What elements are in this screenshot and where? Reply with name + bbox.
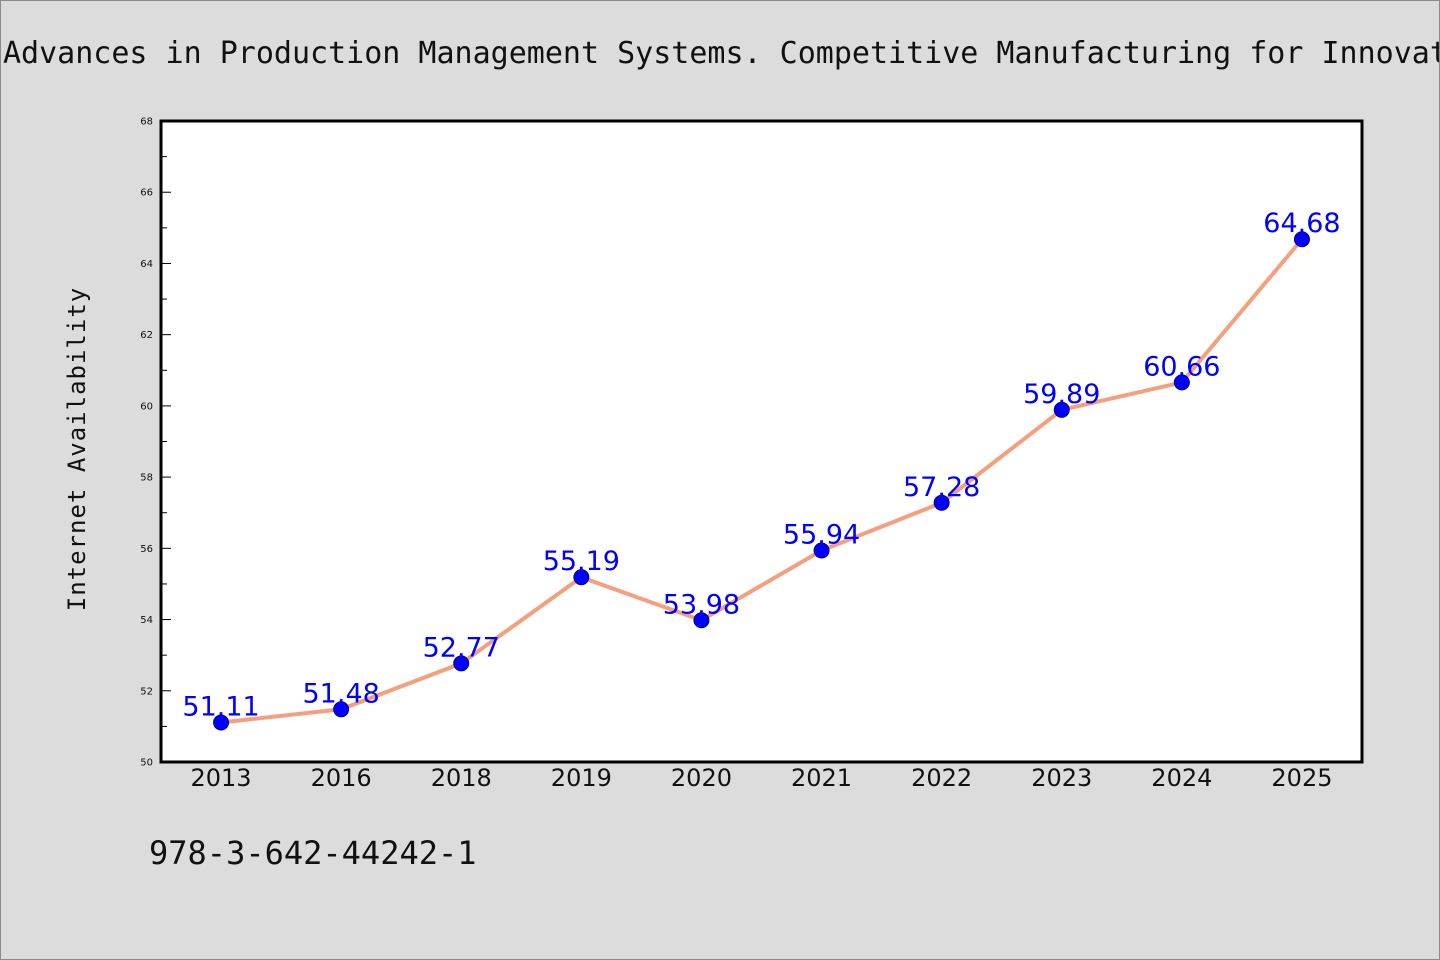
data-point [693,612,710,629]
data-point [1293,231,1310,248]
data-label: 55.94 [783,519,860,550]
x-tick-label: 2018 [431,764,492,792]
y-tick-label: 52 [140,686,153,697]
data-point [213,714,230,731]
data-label: 52.77 [423,632,500,663]
y-tick-label: 58 [140,473,153,484]
x-tick-label: 2025 [1271,764,1332,792]
data-point [333,701,350,718]
x-tick-label: 2022 [911,764,972,792]
x-tick-label: 2023 [1031,764,1092,792]
y-tick-label: 60 [140,401,153,412]
y-tick-label: 50 [140,758,153,769]
x-tick-label: 2019 [551,764,612,792]
data-label: 60.66 [1143,351,1220,382]
x-tick-label: 2021 [791,764,852,792]
y-axis-label: Internet Availability [63,287,91,611]
y-axis-ticks: 50 52 54 56 58 60 62 64 66 68 [140,117,171,769]
data-label: 51.11 [182,691,259,722]
data-point [1173,374,1190,391]
x-tick-label: 2020 [671,764,732,792]
data-point [1053,401,1070,418]
y-tick-label: 68 [140,117,153,128]
data-label: 51.48 [303,678,380,709]
x-tick-label: 2016 [311,764,372,792]
series-markers [213,231,1310,731]
data-point [813,542,830,559]
series-line [219,237,1304,725]
isbn-label: 978-3-642-44242-1 [149,834,477,872]
x-tick-label: 2013 [191,764,252,792]
y-tick-label: 62 [140,330,153,341]
chart-title: Advances in Production Management System… [3,36,1439,71]
y-tick-label: 54 [140,615,153,626]
data-point [573,569,590,586]
data-label: 64.68 [1263,208,1340,239]
data-labels: 51.11 51.48 52.77 55.19 53.98 55.94 57.28 59.89… [182,208,1340,722]
data-point [933,494,950,511]
y-tick-label: 56 [140,544,153,555]
data-point [453,655,470,672]
series-polyline [219,237,1304,725]
data-label: 57.28 [903,472,980,503]
data-label: 53.98 [663,589,740,620]
data-label: 55.19 [543,546,620,577]
y-tick-label: 64 [140,259,153,270]
y-tick-label: 66 [140,188,153,199]
data-label: 59.89 [1023,379,1100,410]
x-tick-label: 2024 [1151,764,1212,792]
plot-area [159,119,1364,764]
x-axis-ticks: 2013 2016 2018 2019 2020 2021 2022 2023 2024 2025 [191,764,1333,792]
